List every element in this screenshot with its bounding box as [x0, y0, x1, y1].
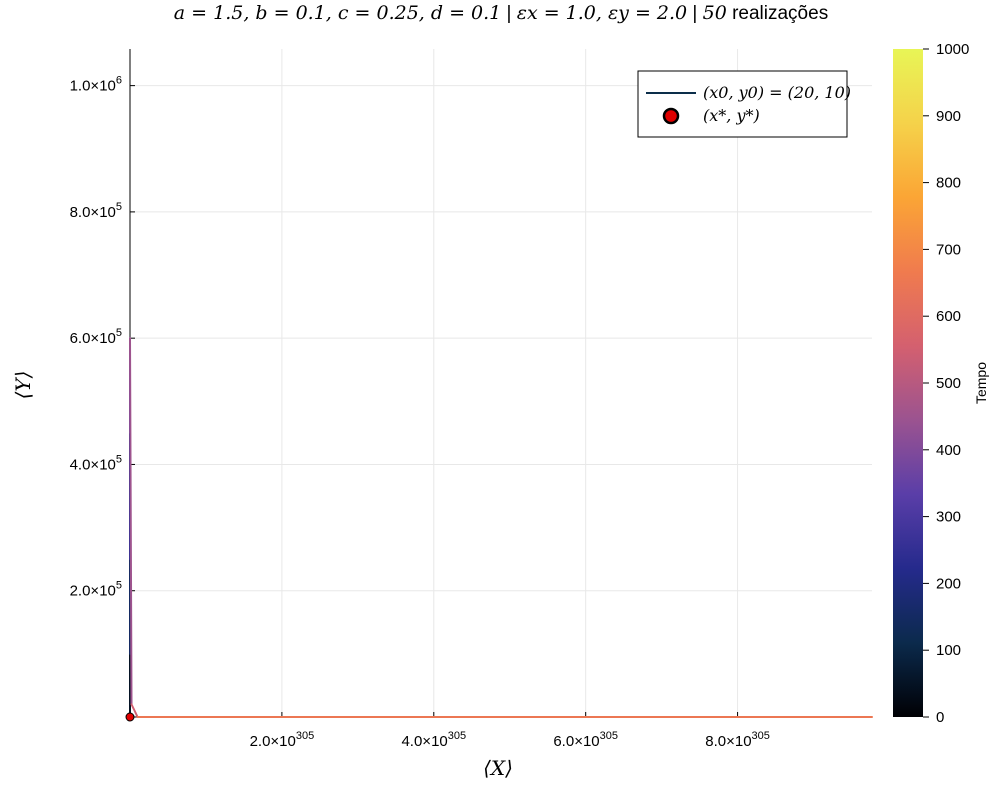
colorbar-tick-label: 200: [936, 575, 961, 592]
legend-entry-trajectory: (x0, y0) = (20, 10): [703, 83, 851, 102]
x-tick-label: 4.0×10305: [401, 730, 466, 750]
colorbar-tick-label: 100: [936, 642, 961, 659]
x-tick-label: 8.0×10305: [705, 730, 770, 750]
title-realization-count: 50: [702, 2, 727, 24]
plot-area: [125, 337, 873, 722]
legend-box: [637, 70, 848, 138]
title-suffix: realizações: [726, 3, 829, 24]
colorbar-tick-label: 300: [936, 509, 961, 526]
colorbar-tick-label: 400: [936, 442, 961, 459]
colorbar-tick-label: 900: [936, 108, 961, 125]
colorbar-tick-label: 0: [936, 709, 944, 726]
colorbar-tick-label: 600: [936, 308, 961, 325]
trajectory-segment: [129, 337, 133, 706]
colorbar: 0 100 200 300 400 500 600 700 800 900 1000 Tempo: [893, 41, 989, 726]
title-separator-2: |: [687, 3, 703, 24]
legend-marker-swatch: [662, 107, 680, 125]
colorbar-tick-label: 700: [936, 241, 961, 258]
legend-entry-equilibrium: (x*, y*): [703, 106, 760, 125]
y-tick-label: 2.0×105: [70, 580, 122, 600]
y-axis-label: ⟨Y⟩: [11, 371, 35, 400]
x-axis-label: ⟨X⟩: [483, 756, 513, 780]
y-tick-label: 1.0×106: [70, 75, 122, 95]
colorbar-gradient: [893, 49, 923, 717]
equilibrium-point: [125, 712, 135, 722]
axes: [129, 49, 872, 718]
y-tick-label: 4.0×105: [70, 453, 122, 473]
colorbar-tick-label: 1000: [936, 41, 969, 58]
y-tick-label: 6.0×105: [70, 327, 122, 347]
title-noise-params: εx = 1.0, εy = 2.0: [516, 2, 688, 24]
grid: [130, 49, 872, 717]
colorbar-label: Tempo: [973, 362, 989, 404]
y-tick-label: 8.0×105: [70, 201, 122, 221]
colorbar-tick-label: 800: [936, 175, 961, 192]
legend: (x0, y0) = (20, 10) (x*, y*): [637, 70, 851, 138]
x-tick-label: 6.0×10305: [553, 730, 618, 750]
colorbar-ticks: 0 100 200 300 400 500 600 700 800 900 1000: [923, 41, 969, 726]
tick-labels: 2.0×10305 4.0×10305 6.0×10305 8.0×10305 2.0×…: [70, 75, 770, 750]
colorbar-tick-label: 500: [936, 375, 961, 392]
x-tick-label: 2.0×10305: [250, 730, 315, 750]
trajectory-segment: [130, 703, 139, 718]
chart-title: a = 1.5, b = 0.1, c = 0.25, d = 0.1 | εx…: [130, 2, 872, 25]
title-separator-1: |: [501, 3, 517, 24]
title-params: a = 1.5, b = 0.1, c = 0.25, d = 0.1: [173, 2, 502, 24]
